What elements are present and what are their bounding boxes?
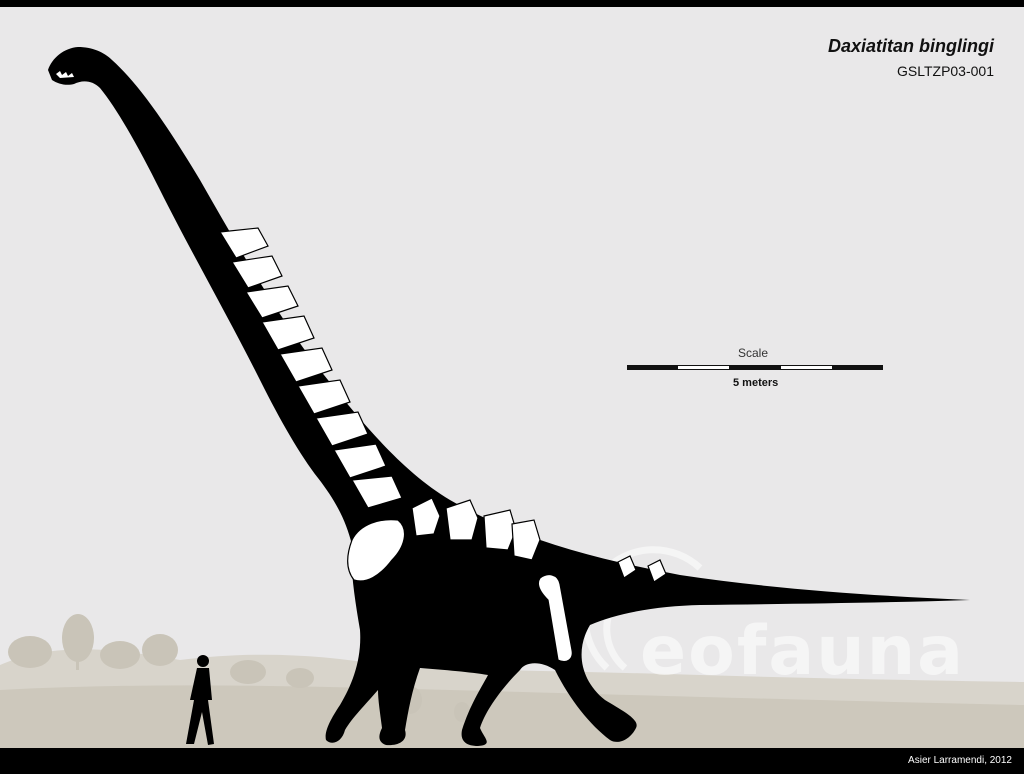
landscape-background [0,614,1024,748]
dinosaur-silhouette [48,47,970,746]
scale-segment [780,365,832,370]
scale-segment [678,365,730,370]
top-border [0,0,1024,7]
scale-segment [627,365,679,370]
scale-bar [627,365,884,370]
scale-value: 5 meters [733,377,779,389]
bottom-border [0,748,1024,774]
specimen-id: GSLTZP03-001 [896,63,994,79]
watermark-text: eofauna [640,612,966,691]
human-silhouette [186,655,214,745]
preserved-bones [218,227,667,663]
scale-segment [729,365,781,370]
scale-heading: Scale [738,346,769,360]
species-title: Daxiatitan binglingi [827,36,994,56]
author-credit: Asier Larramendi, 2012 [908,755,1012,766]
scale-segment [831,365,884,370]
